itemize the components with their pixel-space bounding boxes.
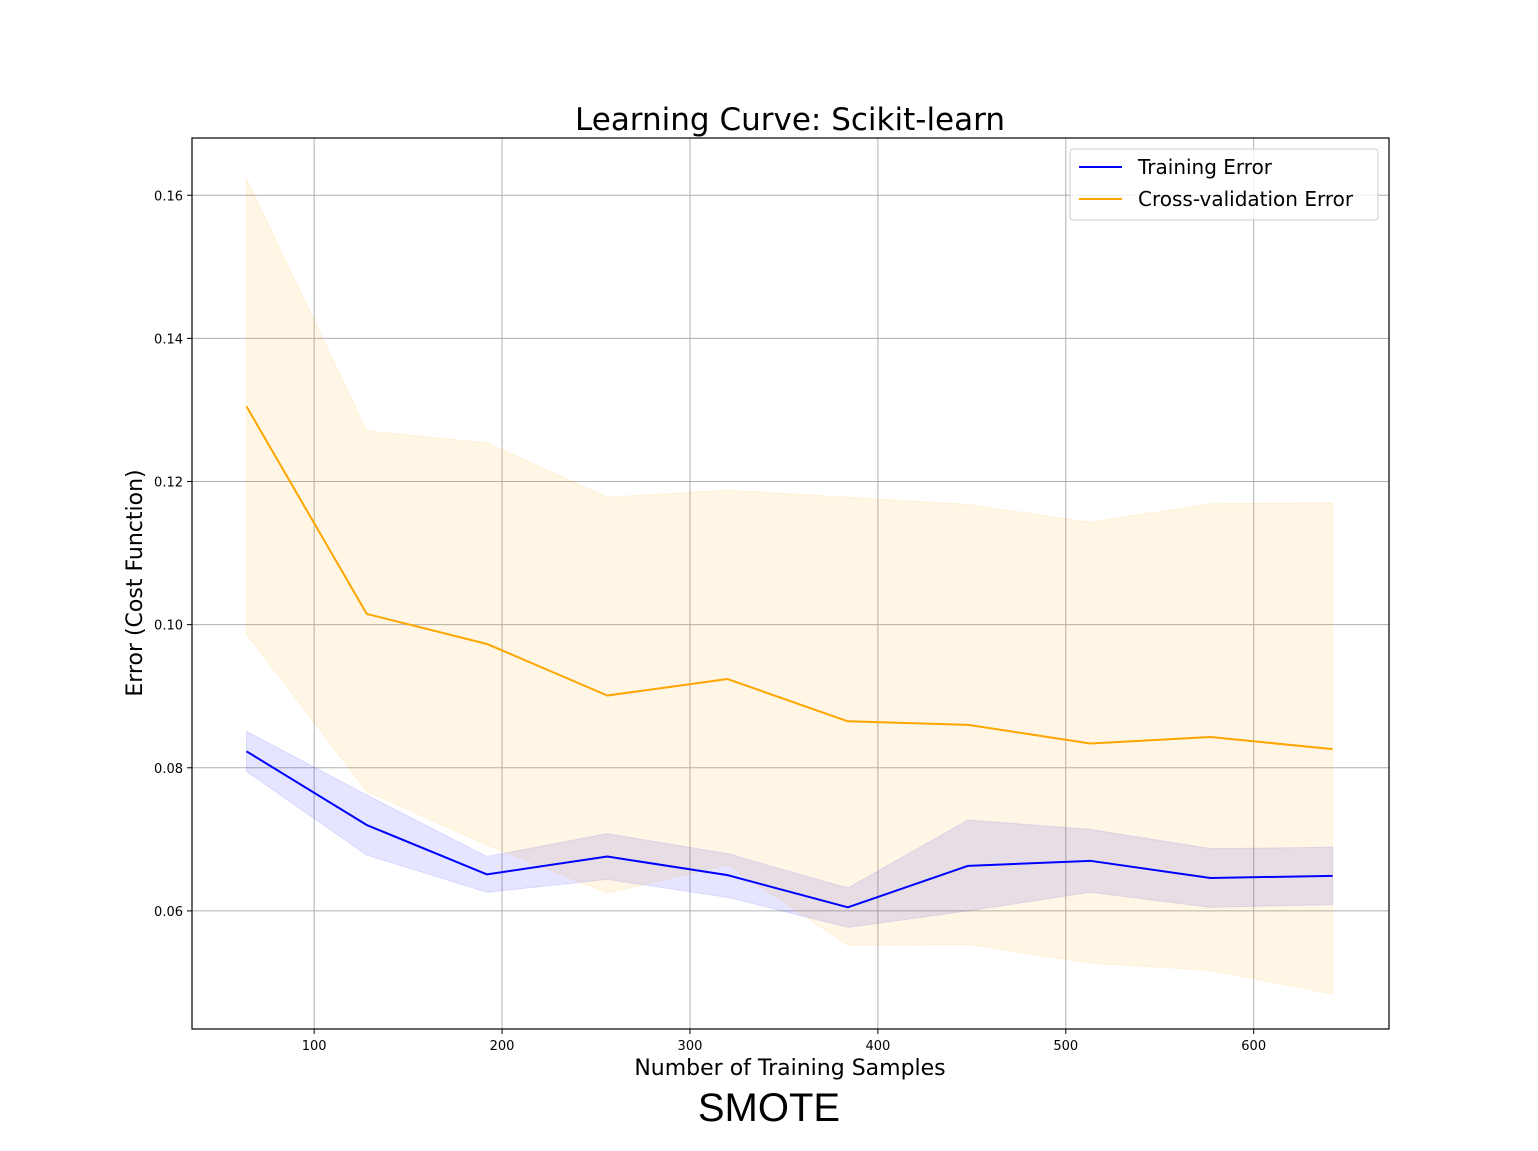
x-tick-label: 600	[1241, 1039, 1266, 1054]
y-axis-ticks: 0.06 0.08 0.10 0.12 0.14 0.16	[154, 189, 192, 920]
training-error-band	[245, 730, 1334, 928]
cross-validation-error-line	[245, 405, 1333, 751]
y-tick-label: 0.10	[154, 619, 183, 634]
x-tick-label: 300	[678, 1039, 703, 1054]
x-tick-label: 500	[1053, 1039, 1078, 1054]
legend-label-cross-validation: Cross-validation Error	[1138, 187, 1354, 211]
x-tick-label: 400	[865, 1039, 890, 1054]
plot-frame	[191, 137, 1390, 1030]
y-axis-label: Error (Cost Function)	[123, 469, 148, 696]
y-tick-label: 0.08	[154, 762, 183, 777]
chart-title: Learning Curve: Scikit-learn	[575, 102, 1005, 138]
caption: SMOTE	[697, 1086, 841, 1130]
y-tick-label: 0.06	[154, 905, 183, 920]
series-lines	[245, 405, 1333, 909]
y-tick-label: 0.16	[154, 189, 183, 204]
training-error-line	[245, 750, 1333, 909]
x-tick-label: 200	[490, 1039, 515, 1054]
cross-validation-error-band	[245, 178, 1334, 995]
y-tick-label: 0.14	[154, 332, 183, 347]
legend-label-training: Training Error	[1137, 155, 1273, 179]
confidence-bands	[245, 178, 1334, 995]
x-axis-ticks: 100 200 300 400 500 600	[302, 1029, 1266, 1054]
y-tick-label: 0.12	[154, 476, 183, 491]
legend-box	[1069, 148, 1379, 221]
x-axis-label: Number of Training Samples	[634, 1056, 945, 1081]
x-tick-label: 100	[302, 1039, 327, 1054]
legend: Training Error Cross-validation Error	[1069, 148, 1379, 221]
grid	[192, 138, 1389, 1029]
